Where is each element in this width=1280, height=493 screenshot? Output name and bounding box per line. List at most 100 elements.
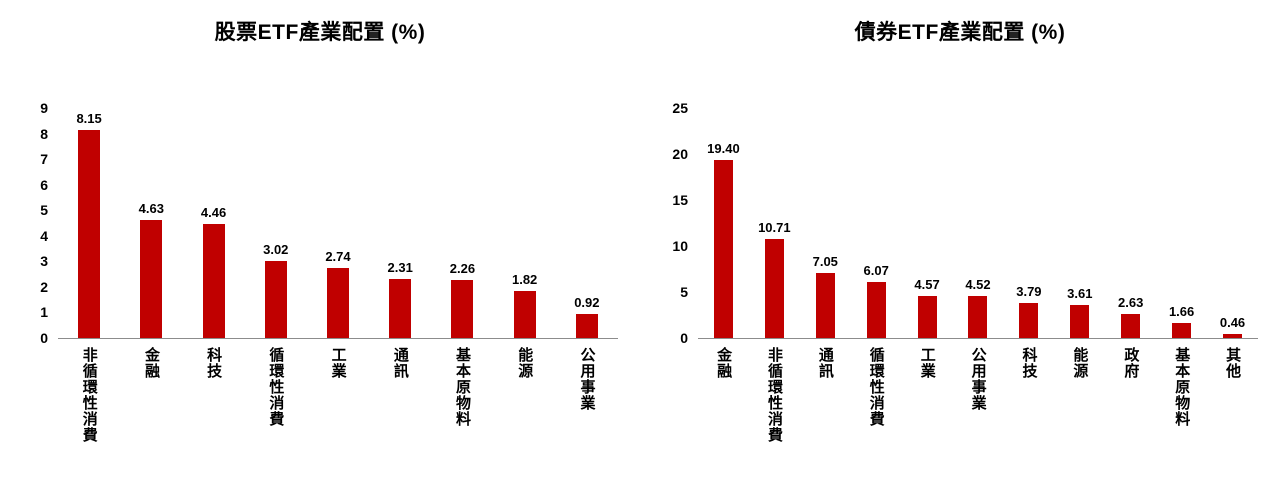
value-label: 2.63 — [1118, 295, 1144, 310]
bar-column: 3.02 循環性消費 — [245, 108, 307, 427]
bar — [1121, 314, 1141, 338]
bar-area: 8.15 — [76, 108, 102, 338]
category-label: 其他 — [1224, 347, 1242, 379]
plot-area: 8.15 非循環性消費 4.63 金融 4.46 科技 3.02 循環性消費 2.74 工業 2.3… — [58, 108, 618, 443]
bar-area: 10.71 — [758, 108, 791, 338]
bar-area: 4.63 — [139, 108, 164, 338]
value-label: 3.02 — [263, 242, 289, 257]
value-label: 8.15 — [76, 111, 102, 126]
category-label: 工業 — [918, 347, 936, 379]
bar-area: 1.82 — [512, 108, 537, 338]
bar — [264, 261, 287, 338]
bar — [917, 296, 937, 338]
bar — [1172, 323, 1192, 338]
value-label: 2.74 — [325, 249, 351, 264]
bar — [202, 224, 225, 338]
bar-column: 0.92 公用事業 — [556, 108, 618, 411]
bar — [713, 160, 733, 338]
category-label: 基本原物料 — [454, 347, 472, 427]
chart-title: 股票ETF產業配置 (%) — [214, 21, 426, 44]
bar — [764, 239, 784, 338]
category-label: 金融 — [142, 347, 160, 379]
bar-area: 2.26 — [450, 108, 475, 338]
bar-area: 3.61 — [1067, 108, 1092, 338]
value-label: 2.31 — [387, 260, 413, 275]
value-label: 4.52 — [965, 277, 991, 292]
bar-column: 3.79 科技 — [1003, 108, 1054, 379]
bar-column: 2.74 工業 — [307, 108, 369, 379]
bar — [866, 282, 886, 338]
bar — [1019, 303, 1039, 338]
bar-area: 7.05 — [813, 108, 838, 338]
bar-area: 6.07 — [864, 108, 889, 338]
bar-column: 1.66 基本原物料 — [1156, 108, 1207, 427]
bar — [451, 280, 474, 338]
category-label: 非循環性消費 — [765, 347, 783, 443]
category-label: 通訊 — [391, 347, 409, 379]
bar-area: 2.31 — [388, 108, 413, 338]
value-label: 2.26 — [449, 261, 476, 276]
bar-area: 1.66 — [1169, 108, 1194, 338]
value-label: 3.61 — [1067, 286, 1093, 301]
category-label: 能源 — [516, 347, 534, 379]
chart-body: 25 20 15 10 5 0 19.40 金融 10.71 非循環性消費 7.05 通訊 6.07 循… — [662, 100, 1258, 443]
category-label: 基本原物料 — [1173, 347, 1191, 427]
bar-column: 10.71 非循環性消費 — [749, 108, 800, 443]
bar — [513, 291, 536, 338]
value-label: 1.66 — [1168, 304, 1195, 319]
bar-column: 8.15 非循環性消費 — [58, 108, 120, 443]
category-label: 工業 — [329, 347, 347, 379]
bond-etf-allocation-chart: 債券ETF產業配置 (%) 25 20 15 10 5 0 19.40 金融 10.71 非循環… — [640, 0, 1280, 493]
bar — [389, 279, 412, 338]
x-axis-line — [698, 338, 1258, 339]
value-label: 4.57 — [914, 277, 940, 292]
category-label: 科技 — [205, 347, 223, 379]
bar — [968, 296, 988, 338]
bar-column: 2.63 政府 — [1105, 108, 1156, 379]
value-label: 1.82 — [511, 272, 538, 287]
y-axis: 25 20 15 10 5 0 — [672, 100, 688, 346]
value-label: 6.07 — [863, 263, 889, 278]
bar — [575, 314, 598, 338]
value-label: 0.46 — [1219, 315, 1246, 330]
category-label: 金融 — [715, 347, 733, 379]
bar-area: 0.92 — [574, 108, 600, 338]
bar-area: 0.46 — [1220, 108, 1245, 338]
category-label: 政府 — [1122, 347, 1140, 379]
chart-title: 債券ETF產業配置 (%) — [854, 21, 1066, 44]
value-label: 10.71 — [758, 220, 791, 235]
value-label: 4.46 — [200, 205, 227, 220]
bar — [78, 130, 101, 338]
x-axis-line — [58, 338, 618, 339]
bar-column: 0.46 其他 — [1207, 108, 1258, 379]
bar-column: 4.52 公用事業 — [953, 108, 1004, 411]
bar — [1070, 305, 1090, 338]
category-label: 非循環性消費 — [80, 347, 98, 443]
bar-column: 4.57 工業 — [902, 108, 953, 379]
bar-column: 7.05 通訊 — [800, 108, 851, 379]
bar-area: 2.63 — [1118, 108, 1143, 338]
bar-column: 19.40 金融 — [698, 108, 749, 379]
value-label: 7.05 — [812, 254, 838, 269]
category-label: 科技 — [1020, 347, 1038, 379]
category-label: 公用事業 — [578, 347, 596, 411]
value-label: 3.79 — [1016, 284, 1042, 299]
category-label: 能源 — [1071, 347, 1089, 379]
bar — [815, 273, 835, 338]
bar-column: 1.82 能源 — [494, 108, 556, 379]
value-label: 0.92 — [574, 295, 600, 310]
bar-area: 2.74 — [325, 108, 351, 338]
value-label: 4.63 — [138, 201, 164, 216]
bar-area: 4.52 — [965, 108, 991, 338]
bar-area: 19.40 — [707, 108, 740, 338]
category-label: 循環性消費 — [867, 347, 885, 427]
bar-column: 2.26 基本原物料 — [431, 108, 493, 427]
bar-column: 6.07 循環性消費 — [851, 108, 902, 427]
category-label: 通訊 — [816, 347, 834, 379]
bar-column: 4.63 金融 — [120, 108, 182, 379]
bar-column: 3.61 能源 — [1054, 108, 1105, 379]
